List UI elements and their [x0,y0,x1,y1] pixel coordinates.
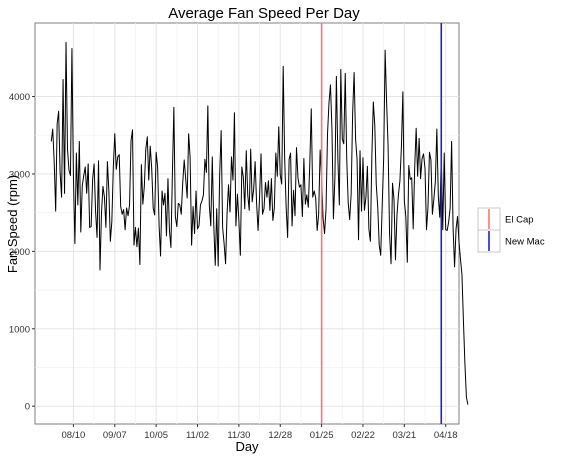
y-tick-label: 1000 [9,324,30,335]
x-tick-label: 09/07 [103,430,127,441]
chart-title: Average Fan Speed Per Day [168,5,360,22]
legend-label-el-cap: El Cap [505,215,534,226]
x-tick-label: 03/21 [392,430,416,441]
y-axis-label: Fan Speed (rpm) [5,175,20,273]
x-tick-label: 08/10 [62,430,86,441]
legend-label-new-mac: New Mac [505,237,545,248]
x-tick-label: 10/05 [144,430,168,441]
x-tick-label: 11/02 [186,430,209,441]
y-tick-label: 0 [25,402,30,413]
x-axis-label: Day [235,439,259,454]
plot-panel [35,23,459,424]
y-tick-label: 4000 [9,92,30,103]
x-tick-label: 02/22 [351,430,375,441]
legend: El Cap New Mac [478,208,545,252]
x-axis-ticks: 08/10 09/07 10/05 11/02 11/30 12/28 01/25 02/22… [62,424,458,441]
x-tick-label: 01/25 [310,430,334,441]
x-tick-label: 12/28 [268,430,292,441]
x-tick-label: 04/18 [434,430,458,441]
